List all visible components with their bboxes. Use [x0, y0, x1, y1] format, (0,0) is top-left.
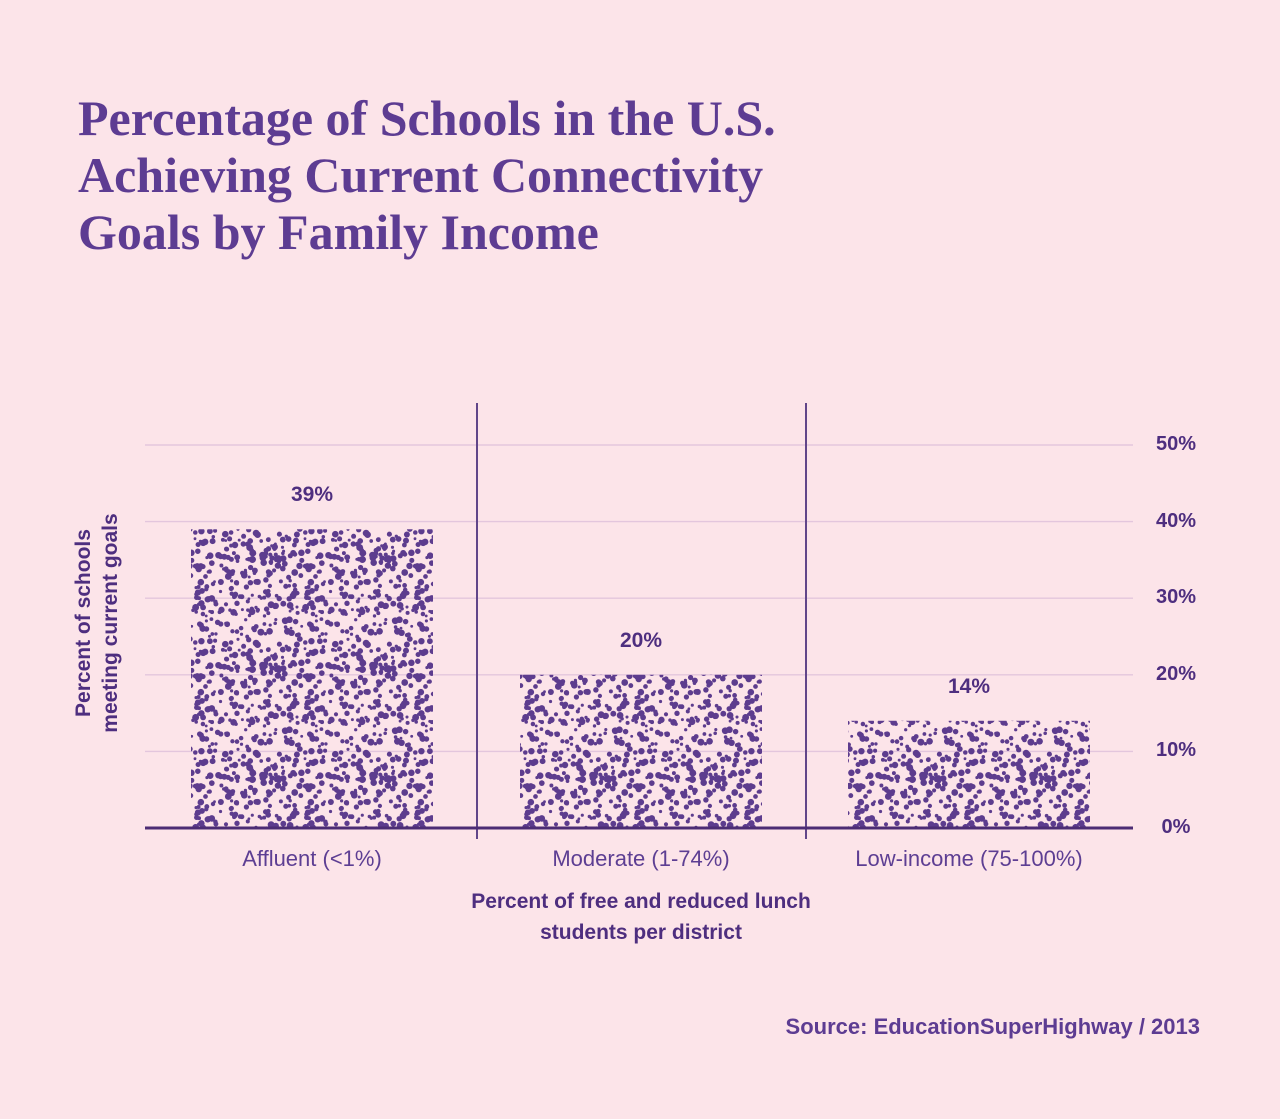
page-title-line-3: Goals by Family Income — [78, 203, 599, 260]
page-title-line-2: Achieving Current Connectivity — [78, 146, 764, 203]
y-tick-label-30%: 30% — [1155, 586, 1197, 609]
bar-value-label: 20% — [619, 628, 663, 652]
x-axis-title-line-2: students per district — [540, 921, 742, 944]
y-tick-label-40%: 40% — [1155, 509, 1197, 532]
bar-value-label: 14% — [947, 674, 991, 698]
bar-moderate — [520, 674, 762, 828]
y-tick-label-10%: 10% — [1155, 739, 1197, 762]
bar-value-label: 39% — [290, 483, 334, 507]
category-label: Moderate (1-74%) — [552, 846, 730, 871]
page-title: Percentage of Schools in the U.S. Achiev… — [78, 90, 776, 261]
y-tick-label-20%: 20% — [1155, 662, 1197, 685]
page-title-line-1: Percentage of Schools in the U.S. — [78, 89, 776, 146]
source-credit: Source: EducationSuperHighway / 2013 — [785, 1014, 1200, 1039]
y-axis-title-line-2: meeting current goals — [99, 513, 122, 733]
x-axis-title: Percent of free and reduced lunch studen… — [391, 886, 891, 948]
category-label: Low-income (75-100%) — [855, 846, 1083, 871]
y-axis-title: Percent of schools meeting current goals — [70, 473, 124, 773]
category-label: Affluent (<1%) — [242, 846, 382, 871]
bar-low-income — [848, 720, 1090, 828]
y-tick-label-50%: 50% — [1155, 433, 1197, 455]
bar-affluent — [191, 529, 433, 828]
y-axis-title-line-1: Percent of schools — [72, 529, 95, 717]
x-axis-title-line-1: Percent of free and reduced lunch — [471, 890, 811, 913]
y-tick-label-0%: 0% — [1161, 816, 1191, 838]
